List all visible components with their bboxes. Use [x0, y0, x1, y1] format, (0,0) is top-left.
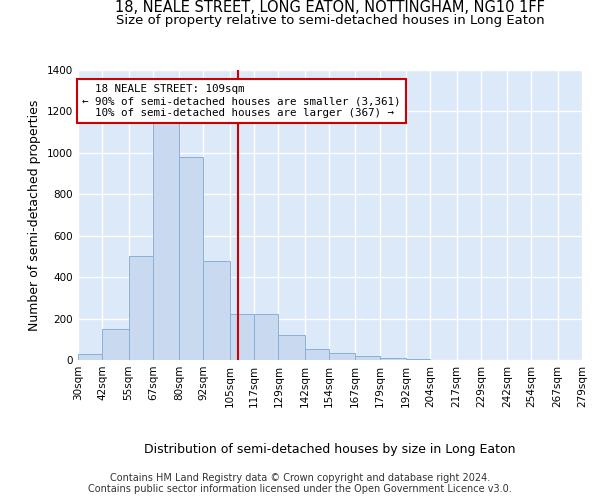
Bar: [305, 348, 329, 360]
Text: 18 NEALE STREET: 109sqm
← 90% of semi-detached houses are smaller (3,361)
  10% : 18 NEALE STREET: 109sqm ← 90% of semi-de…: [82, 84, 401, 117]
Bar: [278, 335, 305, 360]
Bar: [406, 359, 430, 360]
Text: Contains public sector information licensed under the Open Government Licence v3: Contains public sector information licen…: [88, 484, 512, 494]
Bar: [230, 314, 254, 360]
Text: Contains HM Land Registry data © Crown copyright and database right 2024.: Contains HM Land Registry data © Crown c…: [110, 473, 490, 483]
Text: 18, NEALE STREET, LONG EATON, NOTTINGHAM, NG10 1FF: 18, NEALE STREET, LONG EATON, NOTTINGHAM…: [115, 0, 545, 16]
Bar: [128, 256, 153, 360]
Bar: [203, 260, 230, 360]
Bar: [179, 157, 203, 360]
Bar: [153, 122, 179, 360]
Bar: [78, 354, 102, 360]
Bar: [329, 353, 355, 360]
Text: Size of property relative to semi-detached houses in Long Eaton: Size of property relative to semi-detach…: [116, 14, 544, 27]
Bar: [102, 329, 128, 360]
Bar: [355, 356, 380, 360]
Text: Distribution of semi-detached houses by size in Long Eaton: Distribution of semi-detached houses by …: [144, 442, 516, 456]
Y-axis label: Number of semi-detached properties: Number of semi-detached properties: [28, 100, 41, 330]
Bar: [380, 358, 406, 360]
Bar: [254, 314, 278, 360]
